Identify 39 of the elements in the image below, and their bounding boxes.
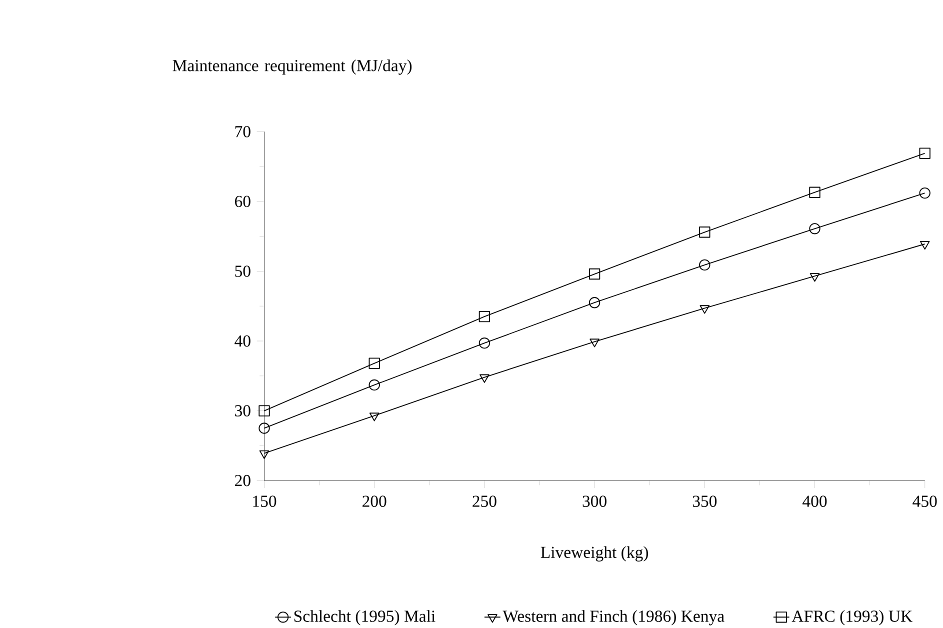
y-tick-label: 60: [235, 196, 250, 208]
point: [369, 412, 380, 422]
legend-label: Western and Finch (1986) Kenya: [502, 610, 724, 626]
x-tick-label: 300: [582, 496, 606, 507]
point: [478, 338, 490, 349]
x-tick-label: 450: [912, 496, 937, 507]
x-tick-label: 200: [362, 496, 386, 507]
point: [590, 338, 600, 348]
y-tick-label: 40: [234, 335, 250, 347]
legend-label: AFRC (1993) UK: [792, 610, 912, 626]
point: [480, 374, 490, 383]
point: [588, 297, 600, 308]
y-tick-label: 50: [235, 266, 250, 277]
point: [699, 259, 710, 271]
point: [920, 241, 930, 250]
point: [699, 226, 710, 238]
point: [478, 311, 490, 322]
y-tick-label: 20: [235, 474, 250, 486]
point: [258, 422, 270, 434]
x-tick-label: 400: [802, 496, 827, 507]
point: [809, 186, 820, 198]
point: [258, 405, 270, 416]
point: [810, 273, 820, 282]
legend-label: Schlecht (1995) Mali: [294, 610, 436, 626]
point: [368, 379, 380, 391]
point: [809, 223, 820, 234]
x-tick-label: 150: [253, 496, 276, 507]
x-axis-title: Liveweight (kg): [540, 546, 648, 562]
point: [919, 188, 930, 199]
point: [919, 148, 930, 159]
point: [368, 358, 380, 369]
y-tick-label: 70: [235, 126, 250, 138]
y-tick-label: 30: [235, 405, 250, 416]
point: [700, 305, 710, 314]
y-axis-title: Maintenance requirement (MJ/day): [172, 59, 412, 75]
point: [588, 268, 600, 280]
x-tick-label: 250: [472, 496, 496, 507]
point: [259, 450, 270, 459]
x-tick-label: 350: [692, 496, 717, 507]
